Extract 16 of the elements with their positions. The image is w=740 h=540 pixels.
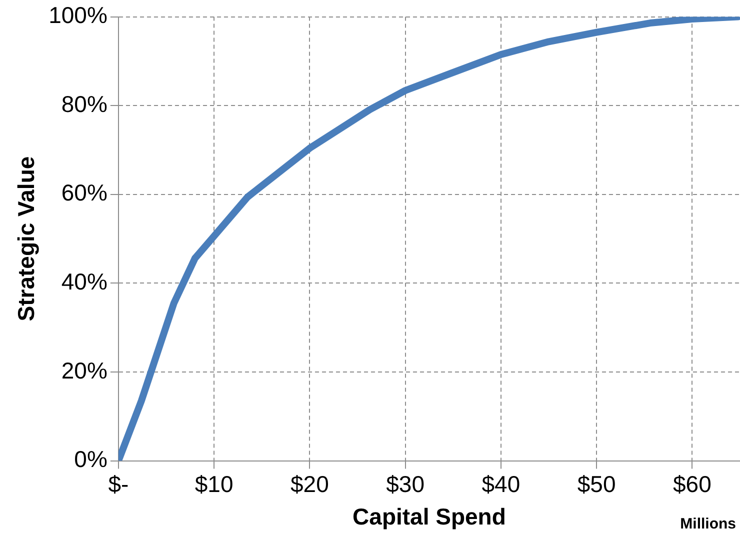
- x-tick-label: $30: [386, 470, 424, 497]
- x-tick-label: $10: [194, 470, 234, 497]
- y-axis-title: Strategic Value: [13, 156, 40, 322]
- text: Millions: [680, 516, 736, 533]
- y-tick-label: 40%: [61, 268, 108, 295]
- y-tick-label: 20%: [61, 357, 108, 384]
- y-tick-label: 100%: [48, 2, 108, 28]
- y-tick-label: 80%: [61, 90, 108, 117]
- x-axis-title: Capital Spend: [352, 504, 506, 530]
- x-tick-label: $-: [108, 470, 129, 497]
- x-tick-label: $20: [290, 470, 329, 497]
- x-tick-label: $40: [482, 470, 520, 497]
- x-tick-label: $50: [577, 470, 616, 497]
- y-tick-label: 0%: [74, 446, 108, 472]
- y-tick-label: 60%: [61, 180, 108, 206]
- x-tick-label: $60: [673, 470, 712, 497]
